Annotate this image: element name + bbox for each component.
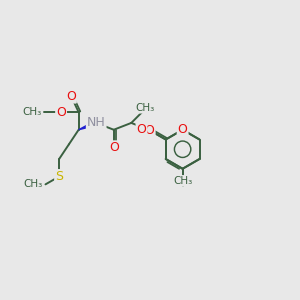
Text: O: O (109, 141, 119, 154)
Polygon shape (79, 121, 97, 130)
Text: O: O (56, 106, 66, 119)
Text: CH₃: CH₃ (135, 103, 154, 113)
Text: S: S (55, 170, 63, 183)
Text: CH₃: CH₃ (23, 179, 43, 189)
Text: O: O (66, 90, 76, 103)
Text: O: O (178, 123, 188, 136)
Text: O: O (136, 123, 146, 136)
Text: NH: NH (87, 116, 106, 129)
Text: O: O (145, 124, 154, 137)
Text: CH₃: CH₃ (173, 176, 192, 186)
Text: CH₃: CH₃ (22, 107, 41, 117)
